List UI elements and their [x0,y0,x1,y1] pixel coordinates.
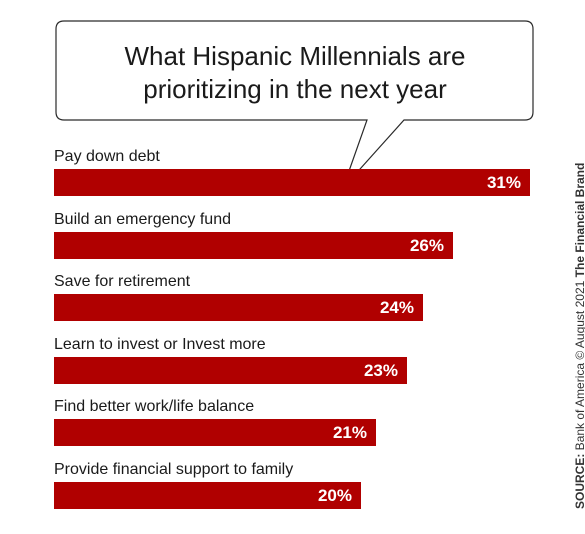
category-label: Learn to invest or Invest more [54,335,266,353]
bar: 26% [54,231,453,259]
source-text: Bank of America © August 2021 [573,280,585,451]
category-label: Provide financial support to family [54,460,294,478]
chart-title: What Hispanic Millennials are prioritizi… [124,41,466,104]
source-label: SOURCE: [573,453,585,509]
category-label: Save for retirement [54,273,191,290]
category-label: Build an emergency fund [54,210,231,228]
bar: 20% [54,481,361,509]
bar: 21% [54,419,376,446]
bar-value-label: 26% [409,235,444,255]
bar-value-label: 23% [363,360,398,380]
bar-value-label: 31% [486,173,521,192]
bar: 31% [54,169,530,196]
bar: 23% [54,356,407,384]
category-label: Find better work/life balance [54,398,255,415]
bar-value-label: 20% [317,485,352,505]
bar-value-label: 21% [332,423,367,442]
category-label: Pay down debt [54,148,160,165]
bar-value-label: 24% [379,298,414,317]
source-brand: The Financial Brand [573,162,585,278]
bar: 24% [54,294,423,321]
source-credit: SOURCE: Bank of America © August 2021 Th… [573,163,585,509]
